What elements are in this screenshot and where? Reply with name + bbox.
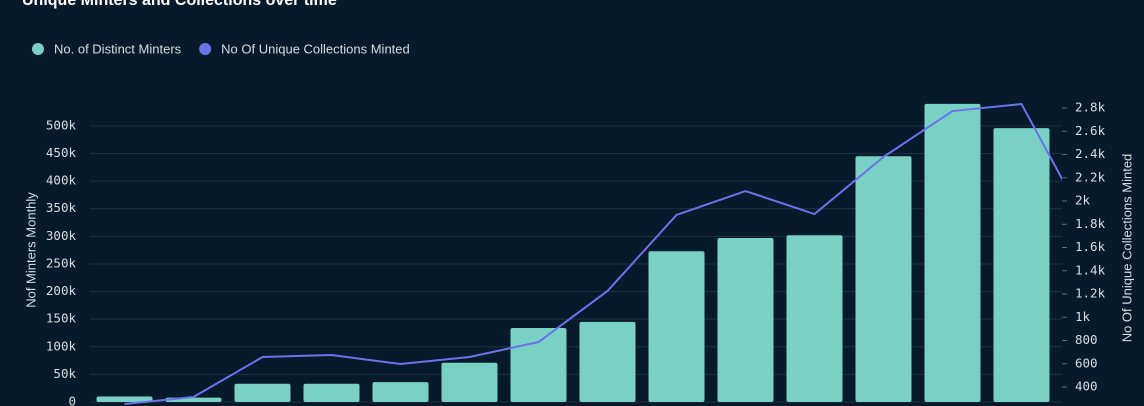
y-tick-label: 50k: [53, 366, 76, 381]
y-tick-label: 300k: [46, 228, 77, 243]
plot-area: [96, 103, 1062, 405]
y-tick-label: 250k: [46, 255, 77, 270]
legend-label: No. of Distinct Minters: [54, 41, 182, 56]
y2-tick-label: 2.4k: [1075, 146, 1106, 161]
legend-item[interactable]: No. of Distinct Minters: [32, 41, 182, 56]
y-tick-label: 150k: [46, 311, 77, 326]
y-tick-label: 350k: [46, 200, 77, 215]
y2-tick-label: 1k: [1075, 309, 1091, 324]
y2-tick-label: 2.2k: [1075, 169, 1106, 184]
y2-tick-label: 2k: [1075, 193, 1091, 208]
bar: [234, 383, 291, 402]
y2-tick-label: 2.8k: [1075, 100, 1106, 115]
line: [124, 103, 1062, 405]
y2-axis-title: No Of Unique Collections Minted: [1119, 154, 1134, 343]
bar: [372, 382, 429, 402]
chart-title: Unique Minters and Collections over time: [22, 0, 337, 9]
bar: [303, 383, 360, 402]
y2-tick-label: 1.6k: [1075, 239, 1106, 254]
legend-item[interactable]: No Of Unique Collections Minted: [199, 41, 410, 56]
y2-tick-label: 800: [1075, 332, 1098, 347]
bar: [579, 321, 636, 402]
legend-marker: [32, 43, 44, 55]
bar: [993, 128, 1050, 402]
bar: [924, 103, 981, 402]
legend-marker: [199, 43, 212, 55]
legend-label: No Of Unique Collections Minted: [221, 41, 410, 56]
bar: [510, 328, 567, 402]
y2-tick-label: 2.6k: [1075, 123, 1106, 138]
y2-tick-label: 1.2k: [1075, 286, 1106, 301]
bar: [441, 362, 498, 402]
y-tick-label: 100k: [46, 338, 77, 353]
y2-tick-label: 600: [1075, 355, 1098, 370]
y2-tick-label: 1.8k: [1075, 216, 1106, 231]
y-tick-label: 450k: [46, 145, 77, 160]
y-axis-title: Nof Minters Monthly: [23, 192, 38, 308]
bar: [96, 396, 153, 402]
bar: [786, 235, 843, 402]
y-tick-label: 200k: [46, 283, 77, 298]
bar: [855, 156, 912, 402]
bar: [717, 238, 774, 402]
y2-tick-label: 400: [1075, 379, 1098, 394]
y-tick-label: 400k: [46, 173, 77, 188]
y-tick-label: 0: [68, 394, 76, 406]
bar: [648, 251, 705, 402]
y2-tick-label: 1.4k: [1075, 262, 1106, 277]
y-tick-label: 500k: [46, 117, 77, 132]
